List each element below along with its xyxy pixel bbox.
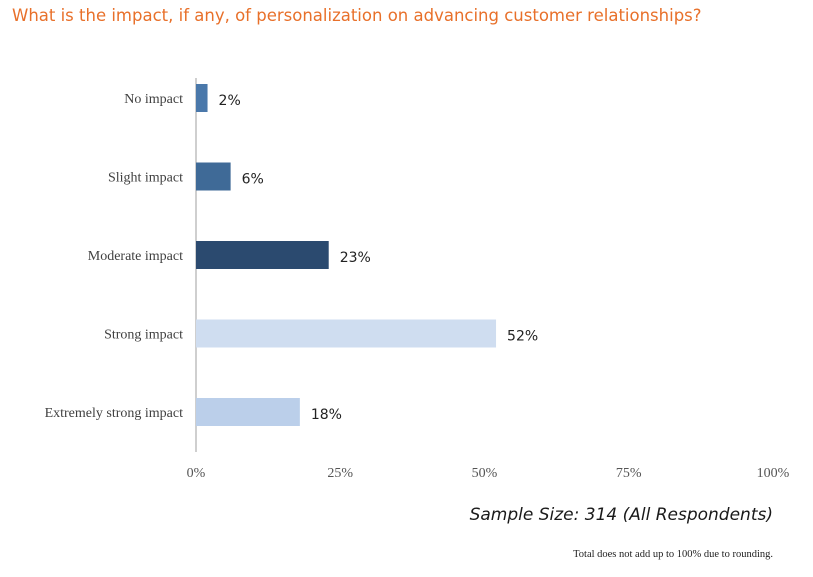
x-tick-label: 50% — [472, 466, 498, 481]
x-tick-label: 75% — [616, 466, 642, 481]
data-label: 23% — [340, 250, 371, 266]
bar — [196, 398, 300, 426]
category-label: Extremely strong impact — [45, 406, 184, 421]
bar — [196, 84, 208, 112]
data-label: 52% — [507, 329, 538, 345]
category-label: Slight impact — [108, 171, 183, 186]
category-label: No impact — [124, 92, 183, 107]
bar — [196, 241, 329, 269]
sample-size-note: Sample Size: 314 (All Respondents) — [469, 505, 773, 525]
x-tick-label: 0% — [187, 466, 206, 481]
category-label: Moderate impact — [88, 249, 183, 264]
category-label: Strong impact — [104, 328, 183, 343]
data-label: 6% — [242, 172, 264, 188]
x-tick-label: 100% — [757, 466, 790, 481]
bar — [196, 162, 231, 191]
rounding-footnote: Total does not add up to 100% due to rou… — [573, 549, 773, 560]
x-tick-label: 25% — [327, 466, 353, 481]
bar — [196, 319, 497, 348]
data-label: 18% — [311, 407, 342, 423]
data-label: 2% — [219, 93, 241, 109]
chart-title: What is the impact, if any, of personali… — [12, 6, 702, 25]
